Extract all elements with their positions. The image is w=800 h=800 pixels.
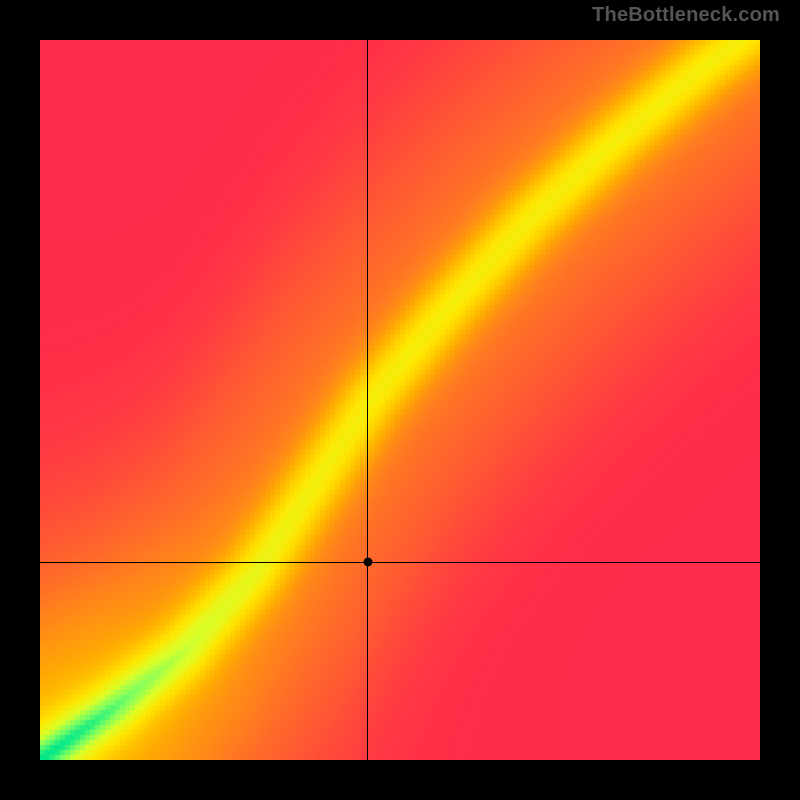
heatmap-canvas [40, 40, 760, 760]
plot-area [40, 40, 760, 760]
crosshair-vertical [367, 40, 368, 760]
crosshair-horizontal [40, 562, 760, 563]
marker-dot [363, 558, 372, 567]
chart-container: TheBottleneck.com [0, 0, 800, 800]
watermark-text: TheBottleneck.com [592, 4, 780, 27]
